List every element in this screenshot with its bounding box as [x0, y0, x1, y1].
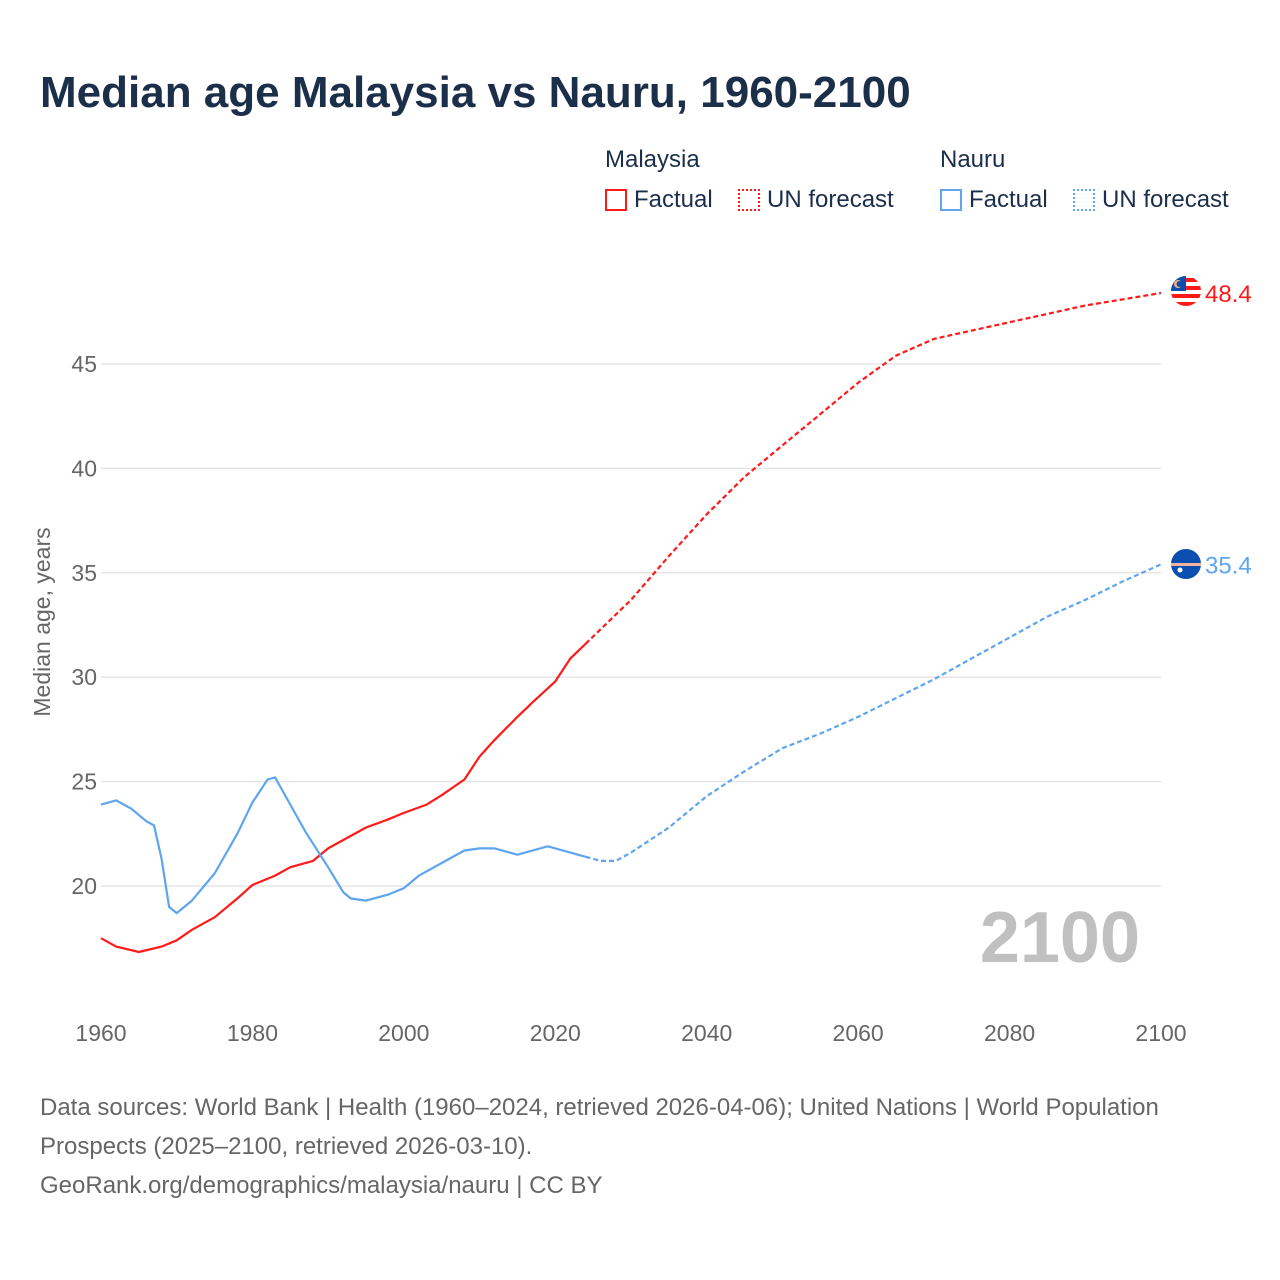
legend-label: UN forecast: [767, 186, 894, 213]
y-tick-label: 40: [71, 455, 97, 481]
y-axis-label: Median age, years: [29, 527, 55, 716]
x-tick-label: 2000: [378, 1020, 429, 1046]
y-tick-label: 20: [71, 873, 97, 899]
legend-swatch: [940, 189, 962, 211]
y-tick-label: 30: [71, 664, 97, 690]
nauru-flag-icon: [1171, 549, 1201, 579]
source-link[interactable]: GeoRank.org/demographics/malaysia/nauru …: [40, 1172, 603, 1199]
legend-label: Factual: [969, 186, 1048, 213]
x-tick-label: 2020: [530, 1020, 581, 1046]
malaysia-forecast-line: [584, 291, 1162, 645]
legend-label: UN forecast: [1102, 186, 1229, 213]
x-tick-label: 1960: [75, 1020, 126, 1046]
y-tick-label: 25: [71, 769, 97, 795]
x-tick-label: 2040: [681, 1020, 732, 1046]
legend-group-malaysia: Malaysia: [605, 146, 700, 173]
malaysia-end-value-label: 48.4: [1205, 281, 1252, 308]
legend-swatch: [738, 189, 760, 211]
x-tick-label: 2080: [984, 1020, 1035, 1046]
data-source-note: Data sources: World Bank | Health (1960–…: [40, 1088, 1160, 1205]
legend-group-nauru: Nauru: [940, 146, 1006, 173]
nauru-end-value-label: 35.4: [1205, 552, 1252, 579]
x-tick-label: 2060: [833, 1020, 884, 1046]
x-tick-label: 2100: [1135, 1020, 1186, 1046]
legend-swatch: [605, 189, 627, 211]
legend-nauru-factual[interactable]: Factual: [940, 186, 1048, 214]
malaysia-factual-line: [100, 643, 587, 954]
source-text: Data sources: World Bank | Health (1960–…: [40, 1094, 1159, 1160]
malaysia-flag-icon: [1171, 276, 1201, 306]
legend-swatch: [1073, 189, 1095, 211]
legend-malaysia-factual[interactable]: Factual: [605, 186, 713, 214]
legend-label: Factual: [634, 186, 713, 213]
nauru-factual-line: [100, 776, 586, 915]
nauru-forecast-line: [585, 563, 1162, 862]
y-tick-label: 35: [71, 560, 97, 586]
legend-malaysia-forecast[interactable]: UN forecast: [738, 186, 894, 214]
year-watermark: 2100: [980, 898, 1140, 978]
y-tick-label: 45: [71, 351, 97, 377]
chart-title: Median age Malaysia vs Nauru, 1960-2100: [40, 68, 911, 117]
legend-nauru-forecast[interactable]: UN forecast: [1073, 186, 1229, 214]
x-tick-label: 1980: [227, 1020, 278, 1046]
